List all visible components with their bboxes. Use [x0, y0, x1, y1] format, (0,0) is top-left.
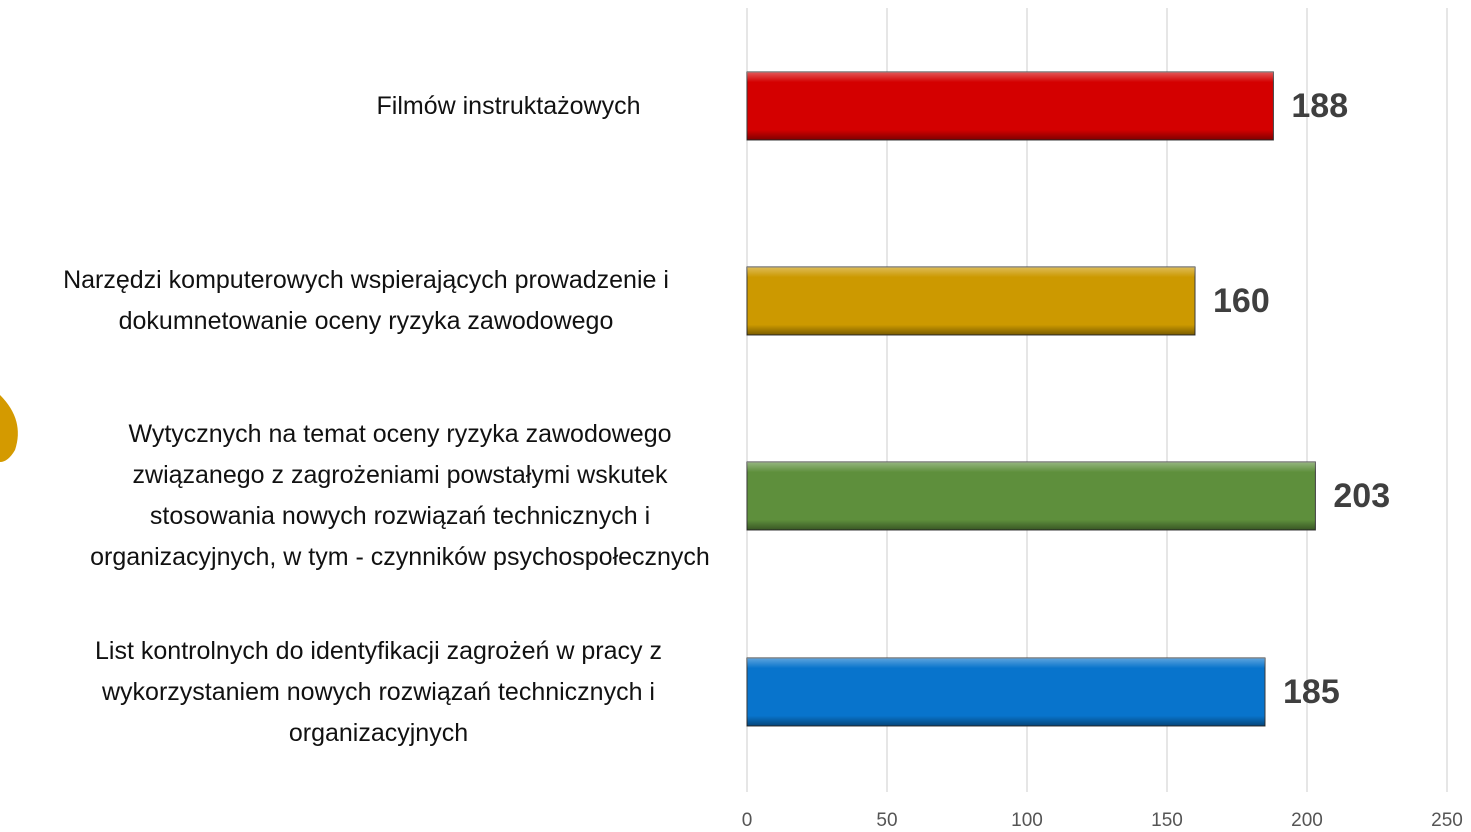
value-label: 188: [1291, 87, 1348, 125]
category-label: Narzędzi komputerowych wspierających pro…: [63, 266, 669, 335]
value-label: 185: [1283, 673, 1340, 711]
value-label: 203: [1333, 477, 1390, 515]
bar-shade: [747, 658, 1265, 726]
x-tick-label: 250: [1431, 810, 1463, 831]
bar-shade: [747, 462, 1316, 530]
x-tick-label: 150: [1151, 810, 1183, 831]
category-label: Filmów instruktażowych: [376, 91, 641, 120]
category-label: Wytycznych na temat oceny ryzyka zawodow…: [90, 420, 710, 571]
category-label: List kontrolnych do identyfikacji zagroż…: [95, 636, 662, 747]
x-tick-label: 0: [742, 810, 753, 831]
x-tick-label: 50: [876, 810, 897, 831]
bar-shade: [747, 72, 1274, 140]
decoration: [0, 395, 18, 462]
x-tick-label: 100: [1011, 810, 1043, 831]
bar-shade: [747, 267, 1195, 335]
x-tick-label: 200: [1291, 810, 1323, 831]
value-label: 160: [1213, 282, 1270, 320]
